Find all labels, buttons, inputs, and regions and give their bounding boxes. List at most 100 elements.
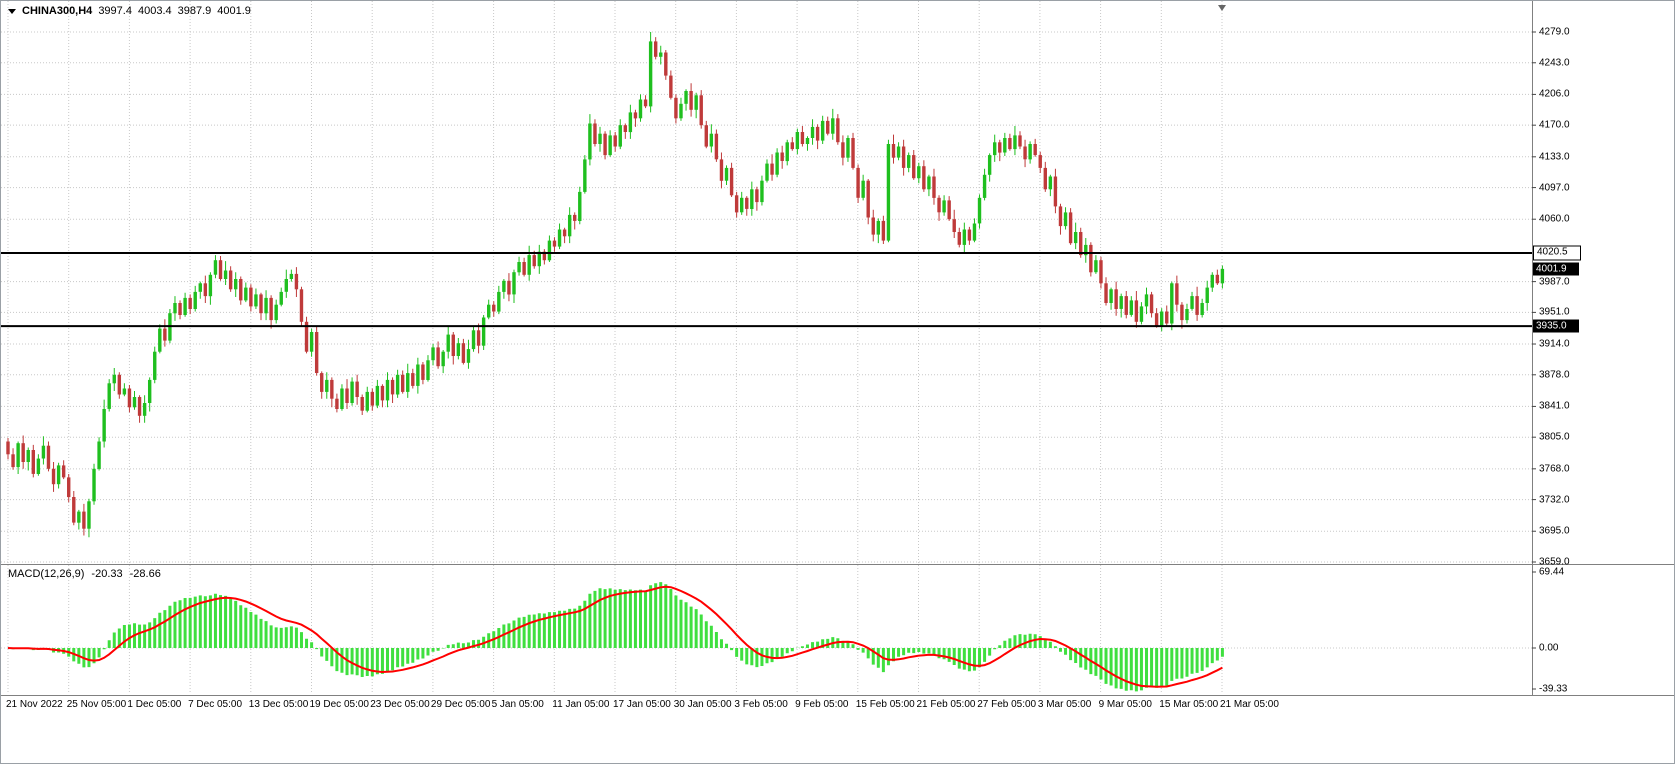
quote-close: 4001.9	[217, 5, 251, 17]
candle	[1003, 138, 1007, 153]
candle	[765, 163, 769, 181]
candle	[406, 373, 410, 392]
candle	[836, 118, 840, 143]
candle	[487, 304, 491, 318]
candle	[1068, 212, 1073, 244]
candle	[638, 99, 643, 119]
candle	[1099, 260, 1103, 284]
candle	[967, 229, 972, 241]
candle	[800, 132, 805, 144]
candle	[861, 180, 865, 198]
candle	[309, 332, 314, 352]
candle	[770, 163, 774, 175]
candle	[750, 189, 754, 209]
candle	[608, 135, 612, 156]
candle	[623, 125, 628, 132]
time-axis-label: 7 Dec 05:00	[188, 699, 243, 710]
candle	[153, 351, 157, 380]
candle	[375, 385, 380, 406]
candle	[77, 511, 81, 523]
candle	[72, 497, 76, 523]
candle	[173, 303, 177, 314]
candle	[122, 388, 127, 395]
candle	[11, 454, 15, 468]
price-axis-label: 3768.0	[1539, 463, 1570, 475]
candle	[932, 176, 936, 198]
candle	[1165, 311, 1169, 324]
time-axis-label: 21 Mar 05:00	[1220, 699, 1279, 710]
candle	[1144, 294, 1149, 307]
candle	[132, 397, 137, 408]
candle	[603, 133, 607, 156]
candle	[831, 118, 835, 134]
horizontal-lines[interactable]	[1, 252, 1532, 328]
candle	[805, 138, 810, 144]
candle	[846, 138, 850, 158]
candle	[117, 374, 122, 395]
candle	[1139, 306, 1144, 322]
candle	[583, 159, 587, 192]
candle	[659, 52, 663, 57]
candle	[82, 511, 86, 529]
price-axis-label: 4279.0	[1539, 26, 1570, 38]
candle	[775, 152, 779, 175]
candle	[628, 112, 633, 133]
candle	[527, 255, 531, 275]
candle	[1190, 296, 1194, 309]
candle	[1205, 287, 1209, 303]
candle	[1220, 268, 1225, 284]
candle	[982, 174, 987, 198]
candle	[461, 343, 466, 363]
candle	[102, 409, 106, 442]
candle	[542, 251, 547, 261]
candle	[1195, 296, 1199, 315]
candle	[400, 374, 405, 392]
chart-shift-marker-icon[interactable]	[1218, 5, 1226, 11]
candle	[390, 379, 395, 395]
candle	[193, 291, 197, 309]
candle	[1149, 294, 1154, 314]
candle	[421, 364, 425, 380]
quote-low: 3987.9	[177, 5, 212, 17]
candle	[335, 398, 339, 409]
candle	[1038, 155, 1042, 168]
candle	[760, 180, 764, 203]
candle	[385, 379, 390, 401]
candle	[679, 103, 683, 119]
time-axis-label: 30 Jan 05:00	[673, 699, 732, 710]
candle	[947, 200, 951, 220]
candle	[684, 91, 688, 104]
candle	[1028, 144, 1032, 160]
candle	[547, 240, 552, 261]
macd-indicator	[7, 582, 1224, 692]
time-axis-label: 21 Feb 05:00	[916, 699, 976, 710]
candle	[618, 125, 622, 147]
candle	[497, 291, 501, 312]
candle	[815, 126, 820, 141]
candle	[755, 189, 759, 203]
price-axis-label: 3878.0	[1539, 369, 1570, 381]
candle	[1079, 232, 1083, 256]
candle	[820, 120, 825, 141]
candle	[163, 328, 167, 341]
candle	[67, 477, 71, 498]
candles	[6, 32, 1225, 538]
candle	[669, 75, 673, 98]
candle	[1129, 300, 1134, 315]
candle	[345, 388, 349, 403]
candle	[51, 468, 56, 485]
time-axis-label: 3 Feb 05:00	[734, 699, 788, 710]
price-axis-label: 3732.0	[1539, 494, 1570, 506]
candle	[137, 397, 142, 416]
candle	[962, 229, 967, 245]
candle	[987, 155, 992, 175]
time-axis-label: 9 Feb 05:00	[795, 699, 849, 710]
candle	[517, 262, 521, 273]
candle	[284, 279, 288, 292]
candle	[330, 379, 334, 399]
candle	[411, 373, 415, 386]
candle	[512, 272, 516, 295]
price-axis-label: 4060.0	[1539, 213, 1570, 225]
candle	[355, 381, 359, 397]
